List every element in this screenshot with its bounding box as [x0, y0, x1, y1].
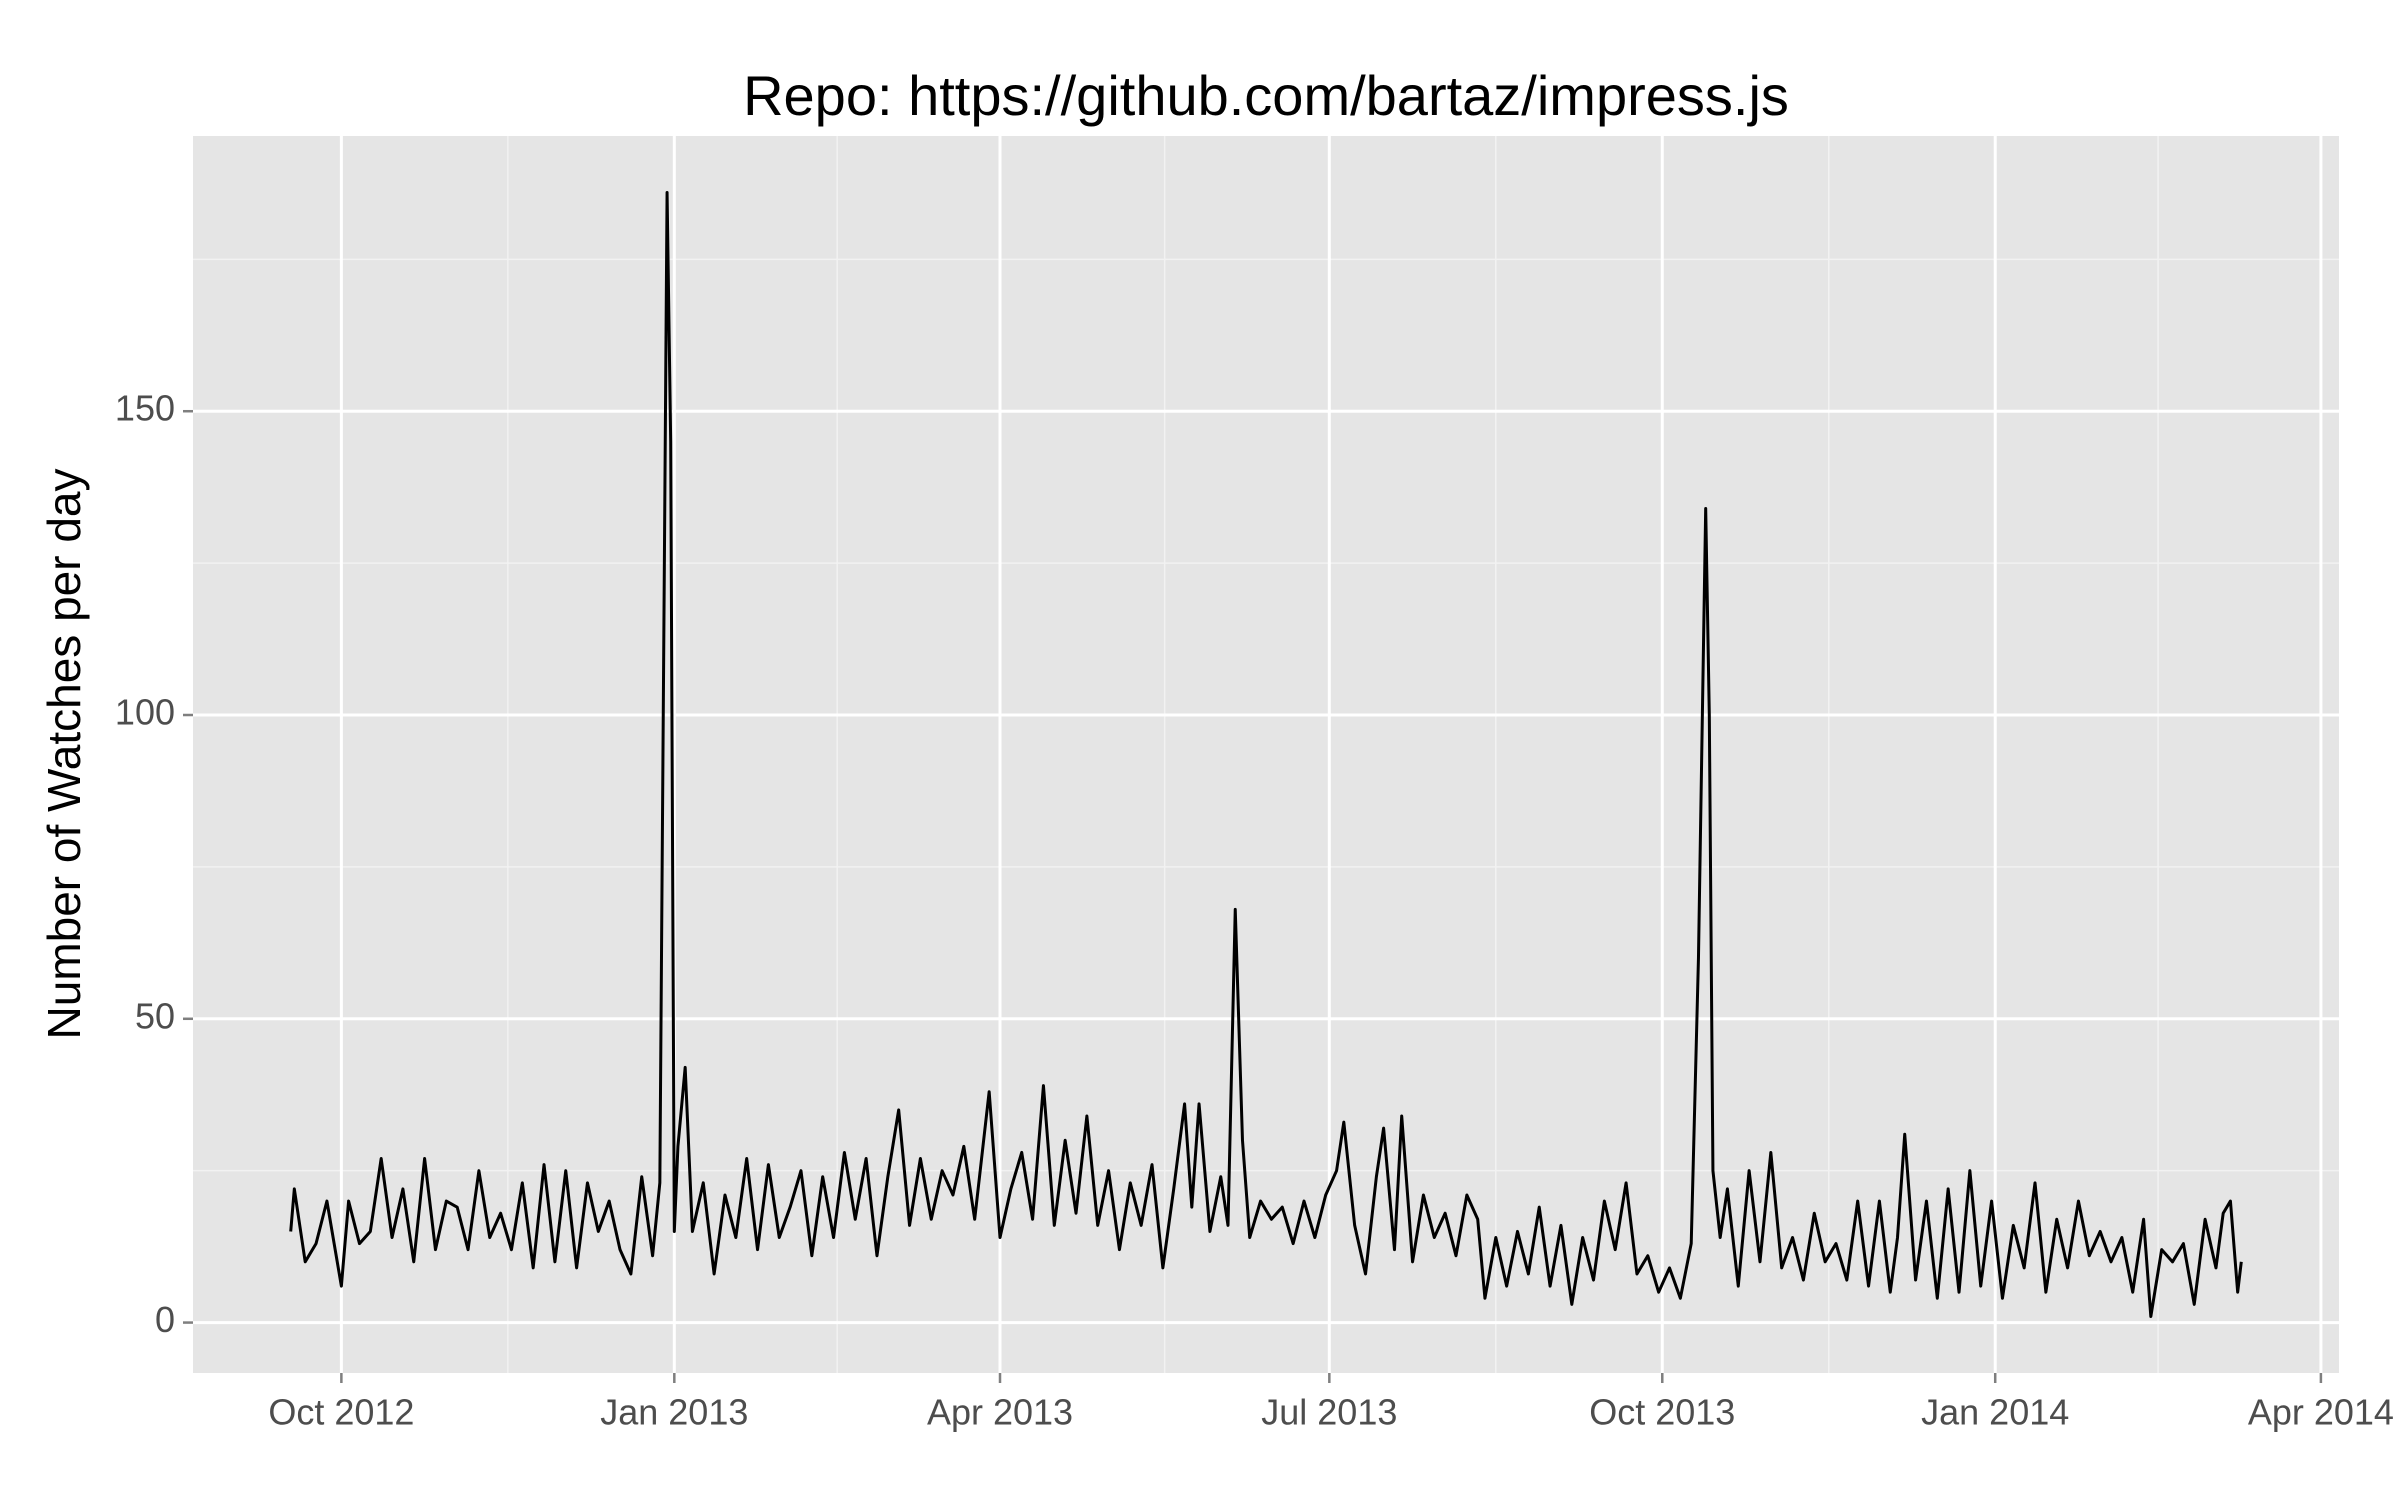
x-tick-label: Apr 2014 — [2248, 1392, 2394, 1433]
x-tick-label: Jan 2013 — [600, 1392, 748, 1433]
x-tick-label: Jan 2014 — [1921, 1392, 2069, 1433]
plot-panel — [193, 136, 2339, 1373]
x-tick-label: Apr 2013 — [927, 1392, 1073, 1433]
y-tick-label: 50 — [135, 995, 175, 1036]
chart-title: Repo: https://github.com/bartaz/impress.… — [743, 64, 1789, 127]
data-line — [289, 191, 2243, 1318]
x-tick-label: Oct 2012 — [268, 1392, 414, 1433]
y-tick-label: 0 — [155, 1299, 175, 1340]
y-tick-label: 100 — [115, 692, 175, 733]
x-tick-label: Jul 2013 — [1261, 1392, 1397, 1433]
y-axis-label: Number of Watches per day — [38, 469, 90, 1040]
x-tick-label: Oct 2013 — [1589, 1392, 1735, 1433]
y-tick-label: 150 — [115, 388, 175, 429]
